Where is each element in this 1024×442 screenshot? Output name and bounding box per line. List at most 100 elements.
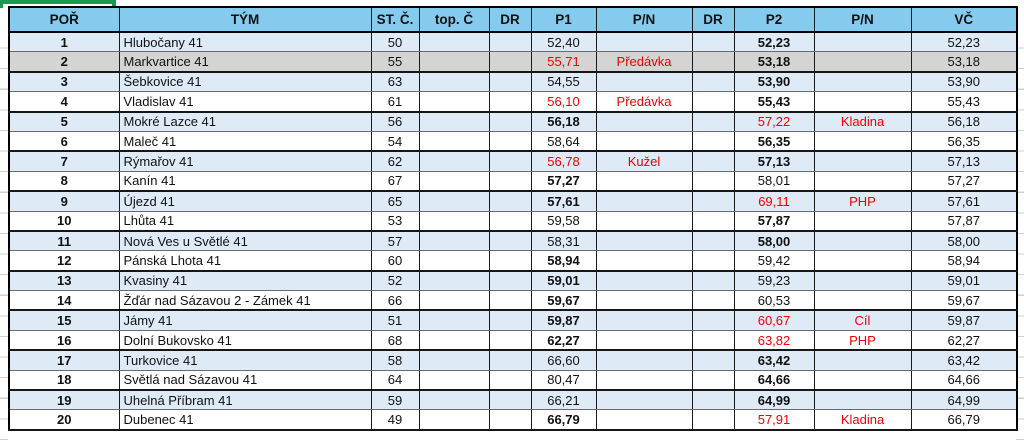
cell-pn2[interactable]: [813, 151, 912, 172]
cell-team[interactable]: Lhůta 41: [118, 211, 372, 232]
cell-pn1[interactable]: [595, 290, 693, 312]
cell-pn1[interactable]: Kužel: [595, 151, 693, 172]
cell-pn2[interactable]: Kladina: [813, 409, 912, 431]
cell-dr1[interactable]: [488, 171, 532, 193]
cell-dr2[interactable]: [691, 409, 735, 431]
cell-rank[interactable]: 20: [8, 409, 120, 431]
cell-p2[interactable]: 64,99: [733, 390, 815, 411]
cell-top-c[interactable]: [418, 250, 490, 272]
cell-top-c[interactable]: [418, 151, 490, 172]
cell-dr2[interactable]: [691, 51, 735, 73]
cell-rank[interactable]: 9: [8, 191, 120, 212]
cell-p1[interactable]: 56,18: [530, 111, 597, 132]
cell-rank[interactable]: 19: [8, 390, 120, 411]
cell-pn1[interactable]: Předávka: [595, 51, 693, 73]
cell-rank[interactable]: 10: [8, 211, 120, 232]
cell-vc[interactable]: 53,18: [910, 51, 1018, 73]
cell-start-number[interactable]: 67: [370, 171, 420, 193]
cell-top-c[interactable]: [418, 111, 490, 132]
cell-team[interactable]: Kanín 41: [118, 171, 372, 193]
cell-rank[interactable]: 7: [8, 151, 120, 172]
cell-pn1[interactable]: [595, 250, 693, 272]
col-header-por[interactable]: POŘ: [8, 6, 120, 33]
cell-vc[interactable]: 53,90: [910, 71, 1018, 93]
cell-p2[interactable]: 57,22: [733, 111, 815, 132]
col-header-p2[interactable]: P2: [733, 6, 815, 33]
cell-p2[interactable]: 59,23: [733, 270, 815, 292]
cell-rank[interactable]: 3: [8, 71, 120, 93]
cell-vc[interactable]: 64,66: [910, 370, 1018, 392]
cell-top-c[interactable]: [418, 330, 490, 352]
cell-dr1[interactable]: [488, 370, 532, 392]
cell-dr1[interactable]: [488, 111, 532, 132]
col-header-stc[interactable]: ST. Č.: [370, 6, 420, 33]
cell-pn2[interactable]: [813, 290, 912, 312]
cell-dr2[interactable]: [691, 131, 735, 153]
cell-top-c[interactable]: [418, 350, 490, 371]
cell-dr1[interactable]: [488, 409, 532, 431]
cell-rank[interactable]: 2: [8, 51, 120, 73]
cell-vc[interactable]: 57,87: [910, 211, 1018, 232]
col-header-pn2[interactable]: P/N: [813, 6, 912, 33]
cell-pn1[interactable]: [595, 32, 693, 53]
cell-start-number[interactable]: 66: [370, 290, 420, 312]
cell-start-number[interactable]: 59: [370, 390, 420, 411]
cell-dr2[interactable]: [691, 370, 735, 392]
cell-pn1[interactable]: [595, 171, 693, 193]
col-header-dr2[interactable]: DR: [691, 6, 735, 33]
cell-dr2[interactable]: [691, 151, 735, 172]
cell-dr1[interactable]: [488, 250, 532, 272]
cell-start-number[interactable]: 54: [370, 131, 420, 153]
cell-top-c[interactable]: [418, 390, 490, 411]
cell-vc[interactable]: 57,61: [910, 191, 1018, 212]
cell-rank[interactable]: 15: [8, 310, 120, 331]
cell-team[interactable]: Újezd 41: [118, 191, 372, 212]
cell-p1[interactable]: 59,87: [530, 310, 597, 331]
cell-pn2[interactable]: [813, 91, 912, 113]
cell-team[interactable]: Šebkovice 41: [118, 71, 372, 93]
cell-dr1[interactable]: [488, 71, 532, 93]
cell-rank[interactable]: 1: [8, 32, 120, 53]
cell-team[interactable]: Hlubočany 41: [118, 32, 372, 53]
cell-dr1[interactable]: [488, 191, 532, 212]
cell-p1[interactable]: 57,27: [530, 171, 597, 193]
cell-dr2[interactable]: [691, 350, 735, 371]
cell-rank[interactable]: 4: [8, 91, 120, 113]
cell-vc[interactable]: 64,99: [910, 390, 1018, 411]
cell-top-c[interactable]: [418, 290, 490, 312]
cell-top-c[interactable]: [418, 310, 490, 331]
cell-p2[interactable]: 57,13: [733, 151, 815, 172]
cell-vc[interactable]: 63,42: [910, 350, 1018, 371]
cell-dr1[interactable]: [488, 330, 532, 352]
cell-p1[interactable]: 57,61: [530, 191, 597, 212]
cell-dr2[interactable]: [691, 270, 735, 292]
col-header-topc[interactable]: top. Č: [418, 6, 490, 33]
cell-dr2[interactable]: [691, 171, 735, 193]
cell-dr1[interactable]: [488, 51, 532, 73]
col-header-dr1[interactable]: DR: [488, 6, 532, 33]
cell-dr2[interactable]: [691, 111, 735, 132]
cell-p1[interactable]: 54,55: [530, 71, 597, 93]
cell-top-c[interactable]: [418, 370, 490, 392]
cell-p2[interactable]: 58,00: [733, 230, 815, 252]
cell-dr2[interactable]: [691, 91, 735, 113]
cell-start-number[interactable]: 49: [370, 409, 420, 431]
cell-pn1[interactable]: [595, 131, 693, 153]
cell-pn1[interactable]: Předávka: [595, 91, 693, 113]
cell-dr2[interactable]: [691, 32, 735, 53]
cell-pn1[interactable]: [595, 211, 693, 232]
cell-pn1[interactable]: [595, 230, 693, 252]
cell-dr2[interactable]: [691, 310, 735, 331]
cell-p2[interactable]: 69,11: [733, 191, 815, 212]
cell-rank[interactable]: 11: [8, 230, 120, 252]
cell-start-number[interactable]: 68: [370, 330, 420, 352]
cell-p1[interactable]: 58,94: [530, 250, 597, 272]
cell-top-c[interactable]: [418, 51, 490, 73]
cell-p2[interactable]: 64,66: [733, 370, 815, 392]
cell-p2[interactable]: 57,87: [733, 211, 815, 232]
cell-p2[interactable]: 58,01: [733, 171, 815, 193]
cell-pn1[interactable]: [595, 310, 693, 331]
cell-dr2[interactable]: [691, 330, 735, 352]
cell-top-c[interactable]: [418, 171, 490, 193]
cell-team[interactable]: Nová Ves u Světlé 41: [118, 230, 372, 252]
